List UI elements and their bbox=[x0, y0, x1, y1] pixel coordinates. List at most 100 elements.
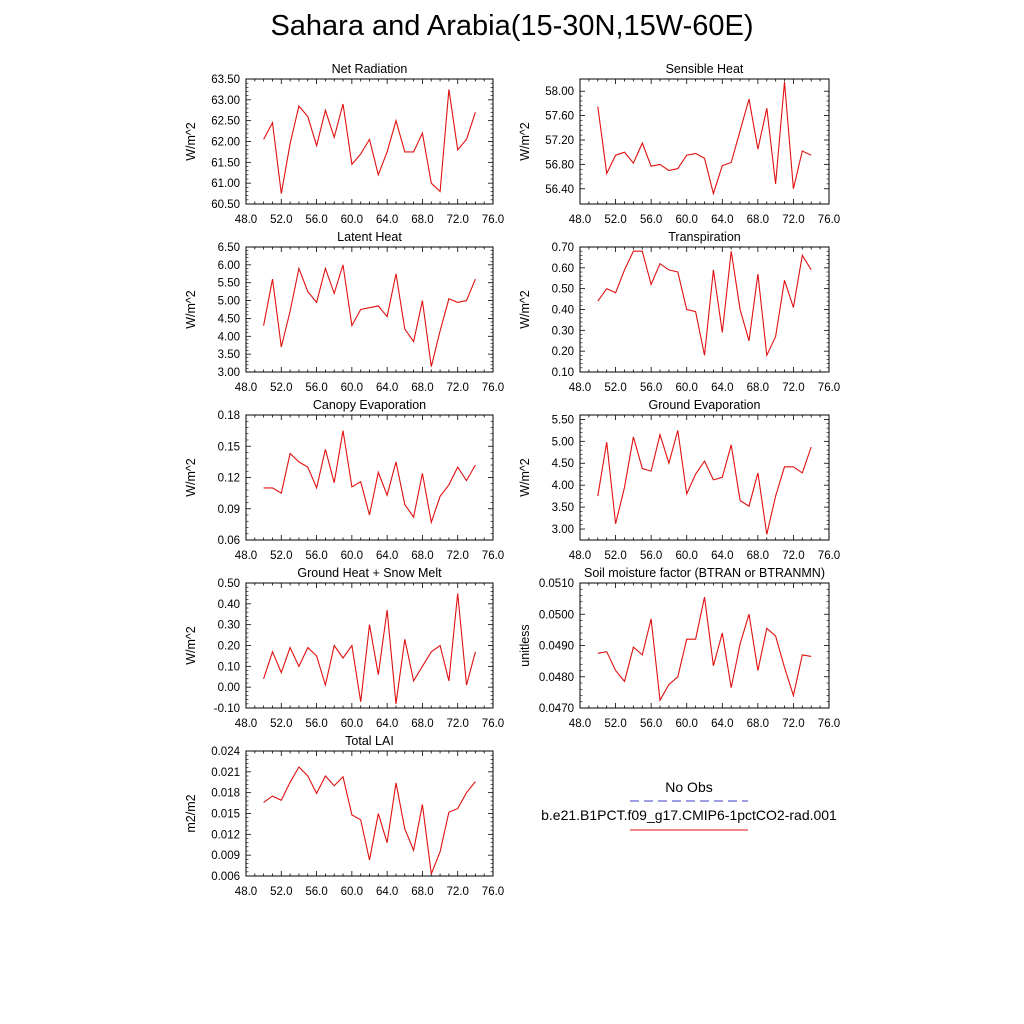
x-tick-label: 64.0 bbox=[711, 214, 733, 226]
x-tick-label: 64.0 bbox=[376, 214, 398, 226]
x-tick-label: 72.0 bbox=[447, 718, 469, 730]
y-tick-label: 3.00 bbox=[552, 524, 574, 536]
y-tick-label: 4.50 bbox=[218, 313, 240, 325]
figure-title: Sahara and Arabia(15-30N,15W-60E) bbox=[270, 10, 754, 42]
y-tick-label: 57.60 bbox=[545, 111, 574, 123]
y-tick-label: 0.006 bbox=[211, 871, 240, 883]
x-tick-label: 76.0 bbox=[482, 214, 504, 226]
y-tick-label: 3.50 bbox=[218, 349, 240, 361]
x-tick-label: 72.0 bbox=[447, 214, 469, 226]
y-tick-label: 62.50 bbox=[211, 116, 240, 128]
y-tick-label: 5.50 bbox=[552, 414, 574, 426]
x-tick-label: 52.0 bbox=[604, 214, 626, 226]
x-tick-label: 64.0 bbox=[376, 718, 398, 730]
y-tick-label: 0.40 bbox=[552, 305, 574, 317]
x-tick-label: 68.0 bbox=[411, 382, 433, 394]
x-tick-label: 56.0 bbox=[640, 718, 662, 730]
x-tick-label: 52.0 bbox=[270, 382, 292, 394]
series-line bbox=[263, 766, 476, 875]
x-tick-label: 76.0 bbox=[482, 550, 504, 562]
series-line bbox=[263, 430, 476, 525]
y-tick-label: 0.60 bbox=[552, 263, 574, 275]
y-tick-label: 0.18 bbox=[218, 410, 240, 422]
y-tick-label: 0.021 bbox=[211, 767, 240, 779]
x-tick-label: 72.0 bbox=[782, 718, 804, 730]
x-tick-label: 56.0 bbox=[305, 718, 327, 730]
panel-title: Canopy Evaporation bbox=[313, 398, 426, 412]
y-tick-label: 0.20 bbox=[218, 641, 240, 653]
y-tick-label: 58.00 bbox=[545, 86, 574, 98]
y-tick-label: 0.50 bbox=[218, 578, 240, 590]
y-axis-label: W/m^2 bbox=[518, 290, 532, 329]
y-tick-label: 0.00 bbox=[218, 682, 240, 694]
y-tick-label: 3.00 bbox=[218, 367, 240, 379]
x-tick-label: 52.0 bbox=[604, 550, 626, 562]
y-tick-label: 63.50 bbox=[211, 74, 240, 86]
y-tick-label: 56.80 bbox=[545, 159, 574, 171]
x-tick-label: 76.0 bbox=[482, 886, 504, 898]
y-tick-label: 0.30 bbox=[552, 325, 574, 337]
panel-7: 48.0 52.0 56.0 60.0 64.0 68.0 72.0 76.0 0.0470 0.… bbox=[518, 566, 840, 730]
y-tick-label: 0.024 bbox=[211, 746, 240, 758]
y-tick-label: 6.00 bbox=[218, 260, 240, 272]
x-tick-label: 48.0 bbox=[569, 214, 591, 226]
x-tick-label: 48.0 bbox=[235, 550, 257, 562]
x-tick-label: 68.0 bbox=[411, 886, 433, 898]
plot-frame bbox=[245, 246, 494, 373]
y-tick-label: 0.0500 bbox=[539, 609, 574, 621]
x-tick-label: 68.0 bbox=[411, 550, 433, 562]
x-tick-label: 52.0 bbox=[270, 718, 292, 730]
y-tick-label: 0.0510 bbox=[539, 578, 574, 590]
panel-3: 48.0 52.0 56.0 60.0 64.0 68.0 72.0 76.0 0.10 0.20… bbox=[518, 230, 840, 394]
y-tick-label: 0.015 bbox=[211, 809, 240, 821]
y-axis-label: m2/m2 bbox=[184, 794, 198, 832]
y-tick-label: 0.20 bbox=[552, 346, 574, 358]
x-tick-label: 64.0 bbox=[711, 718, 733, 730]
x-tick-label: 60.0 bbox=[676, 550, 698, 562]
plot-frame bbox=[245, 414, 494, 541]
x-tick-label: 48.0 bbox=[569, 382, 591, 394]
chart-panels: 48.0 52.0 56.0 60.0 64.0 68.0 72.0 76.0 60.50 61.… bbox=[184, 62, 840, 898]
plot-frame bbox=[245, 78, 494, 205]
y-tick-label: 5.00 bbox=[218, 296, 240, 308]
series-line bbox=[263, 264, 476, 367]
x-tick-label: 68.0 bbox=[747, 382, 769, 394]
x-tick-label: 68.0 bbox=[747, 718, 769, 730]
y-tick-label: 6.50 bbox=[218, 242, 240, 254]
x-tick-label: 60.0 bbox=[676, 214, 698, 226]
x-tick-label: 64.0 bbox=[376, 550, 398, 562]
y-tick-label: 0.40 bbox=[218, 599, 240, 611]
y-tick-label: -0.10 bbox=[214, 703, 240, 715]
x-tick-label: 48.0 bbox=[235, 718, 257, 730]
y-tick-label: 0.10 bbox=[218, 661, 240, 673]
x-tick-label: 52.0 bbox=[270, 550, 292, 562]
panel-title: Soil moisture factor (BTRAN or BTRANMN) bbox=[584, 566, 825, 580]
panel-title: Sensible Heat bbox=[666, 62, 744, 76]
x-tick-label: 76.0 bbox=[818, 718, 840, 730]
x-tick-label: 76.0 bbox=[818, 550, 840, 562]
y-tick-label: 0.0480 bbox=[539, 672, 574, 684]
panel-0: 48.0 52.0 56.0 60.0 64.0 68.0 72.0 76.0 60.50 61.… bbox=[184, 62, 504, 226]
x-tick-label: 52.0 bbox=[270, 214, 292, 226]
x-tick-label: 48.0 bbox=[569, 718, 591, 730]
x-tick-label: 72.0 bbox=[782, 550, 804, 562]
y-tick-label: 4.00 bbox=[218, 331, 240, 343]
y-tick-label: 0.10 bbox=[552, 367, 574, 379]
x-tick-label: 68.0 bbox=[747, 214, 769, 226]
y-axis-label: W/m^2 bbox=[184, 458, 198, 497]
x-tick-label: 56.0 bbox=[305, 214, 327, 226]
x-tick-label: 72.0 bbox=[447, 550, 469, 562]
y-tick-label: 0.012 bbox=[211, 829, 240, 841]
x-tick-label: 52.0 bbox=[604, 718, 626, 730]
panel-title: Net Radiation bbox=[332, 62, 408, 76]
x-tick-label: 68.0 bbox=[747, 550, 769, 562]
panel-8: 48.0 52.0 56.0 60.0 64.0 68.0 72.0 76.0 0.006 0.0… bbox=[184, 734, 504, 898]
x-tick-label: 76.0 bbox=[818, 214, 840, 226]
x-tick-label: 64.0 bbox=[711, 382, 733, 394]
plot-frame bbox=[579, 246, 830, 373]
x-tick-label: 72.0 bbox=[447, 886, 469, 898]
panel-title: Ground Heat + Snow Melt bbox=[297, 566, 442, 580]
x-tick-label: 72.0 bbox=[782, 214, 804, 226]
y-tick-label: 61.00 bbox=[211, 178, 240, 190]
